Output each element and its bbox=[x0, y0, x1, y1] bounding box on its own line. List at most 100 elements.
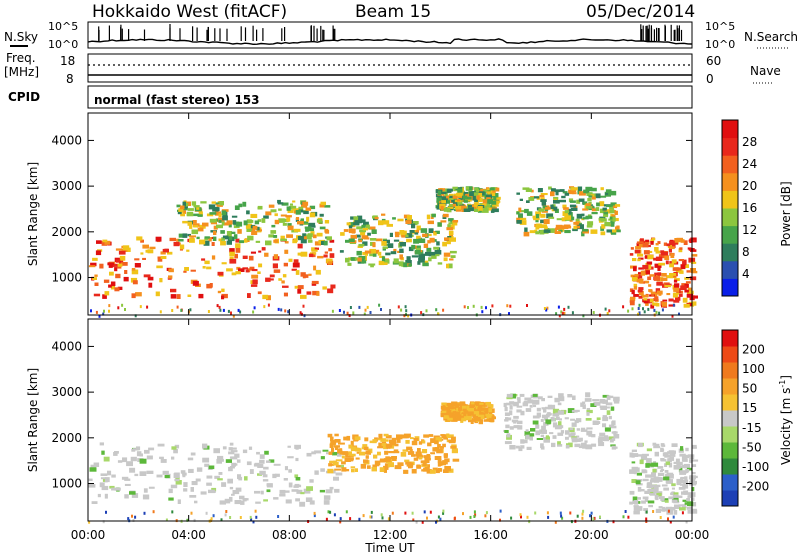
echo-cell bbox=[170, 294, 177, 299]
echo-cell bbox=[446, 263, 450, 269]
echo-cell bbox=[541, 407, 546, 410]
echo-cell bbox=[654, 476, 661, 482]
echo-cell bbox=[674, 510, 678, 515]
nsearch-label: N.Search bbox=[744, 30, 798, 44]
echo-cell bbox=[509, 410, 513, 416]
echo-cell bbox=[157, 443, 165, 447]
echo-cell bbox=[437, 262, 443, 265]
echo-cell bbox=[474, 187, 479, 191]
echo-cell bbox=[638, 287, 644, 291]
echo-cell bbox=[190, 452, 196, 456]
echo-cell bbox=[485, 194, 493, 199]
echo-cell bbox=[516, 211, 520, 215]
echo-cell bbox=[333, 513, 336, 517]
echo-cell bbox=[564, 210, 569, 214]
echo-cell bbox=[660, 277, 668, 281]
echo-cell bbox=[121, 303, 124, 307]
echo-cell bbox=[672, 515, 675, 519]
echo-cell bbox=[586, 408, 591, 411]
echo-cell bbox=[685, 469, 690, 471]
echo-cell bbox=[344, 469, 350, 472]
echo-cell bbox=[515, 445, 520, 449]
echo-cell bbox=[674, 465, 681, 469]
echo-cell bbox=[689, 276, 697, 281]
echo-cell bbox=[95, 310, 98, 314]
echo-cell bbox=[283, 218, 289, 223]
echo-cell bbox=[292, 262, 300, 268]
echo-cell bbox=[691, 261, 697, 264]
echo-cell bbox=[92, 257, 98, 261]
echo-cell bbox=[178, 239, 184, 242]
echo-cell bbox=[593, 516, 596, 520]
echo-cell bbox=[586, 412, 590, 416]
echo-cell bbox=[301, 236, 307, 240]
echo-cell bbox=[636, 279, 641, 283]
echo-cell bbox=[352, 222, 360, 226]
echo-cell bbox=[371, 466, 377, 472]
echo-cell bbox=[446, 200, 450, 204]
echo-cell bbox=[689, 480, 697, 486]
echo-cell bbox=[614, 229, 621, 233]
echo-cell bbox=[393, 239, 400, 242]
echo-cell bbox=[287, 456, 294, 459]
colorbar-swatch bbox=[722, 172, 738, 191]
echo-cell bbox=[362, 514, 365, 518]
echo-cell bbox=[294, 474, 299, 478]
echo-cell bbox=[532, 393, 538, 397]
echo-cell bbox=[662, 299, 668, 302]
echo-cell bbox=[200, 491, 207, 495]
echo-cell bbox=[348, 225, 353, 229]
echo-cell bbox=[146, 470, 154, 474]
echo-cell bbox=[647, 500, 655, 504]
echo-cell bbox=[448, 439, 453, 443]
echo-cell bbox=[520, 439, 525, 444]
echo-cell bbox=[571, 410, 578, 413]
echo-cell bbox=[637, 497, 641, 500]
echo-cell bbox=[110, 281, 116, 287]
echo-cell bbox=[396, 434, 403, 440]
x-tick-label: 04:00 bbox=[171, 528, 206, 542]
echo-cell bbox=[393, 248, 397, 252]
echo-cell bbox=[380, 513, 383, 517]
echo-cell bbox=[192, 223, 200, 227]
echo-cell bbox=[192, 220, 197, 224]
echo-cell bbox=[686, 506, 693, 510]
echo-cell bbox=[88, 520, 91, 524]
echo-cell bbox=[114, 267, 118, 272]
echo-cell bbox=[243, 498, 249, 501]
echo-cell bbox=[283, 490, 290, 493]
echo-cell bbox=[330, 436, 334, 442]
echo-cell bbox=[636, 472, 642, 476]
echo-cell bbox=[641, 453, 649, 457]
echo-cell bbox=[423, 467, 427, 472]
echo-cell bbox=[309, 479, 314, 483]
echo-cell bbox=[229, 466, 235, 469]
colorbar-swatch bbox=[722, 278, 738, 297]
echo-cell bbox=[229, 248, 235, 253]
echo-cell bbox=[331, 448, 335, 453]
echo-cell bbox=[124, 483, 131, 486]
echo-cell bbox=[612, 520, 615, 524]
echo-cell bbox=[426, 247, 432, 252]
echo-cell bbox=[374, 460, 381, 466]
echo-cell bbox=[317, 255, 324, 259]
echo-cell bbox=[676, 461, 683, 466]
echo-cell bbox=[263, 215, 269, 219]
echo-cell bbox=[232, 490, 240, 495]
echo-cell bbox=[377, 251, 382, 256]
echo-cell bbox=[114, 287, 120, 292]
echo-cell bbox=[671, 259, 677, 264]
echo-cell bbox=[249, 469, 254, 474]
echo-cell bbox=[187, 208, 194, 211]
echo-cell bbox=[335, 465, 341, 468]
echo-cell bbox=[285, 215, 292, 218]
echo-cell bbox=[263, 305, 266, 309]
echo-cell bbox=[675, 458, 680, 463]
echo-cell bbox=[560, 310, 563, 314]
echo-cell bbox=[504, 430, 509, 433]
echo-cell bbox=[685, 281, 691, 284]
echo-cell bbox=[509, 445, 516, 450]
echo-cell bbox=[440, 413, 447, 417]
echo-cell bbox=[569, 511, 572, 515]
echo-cell bbox=[348, 457, 354, 461]
